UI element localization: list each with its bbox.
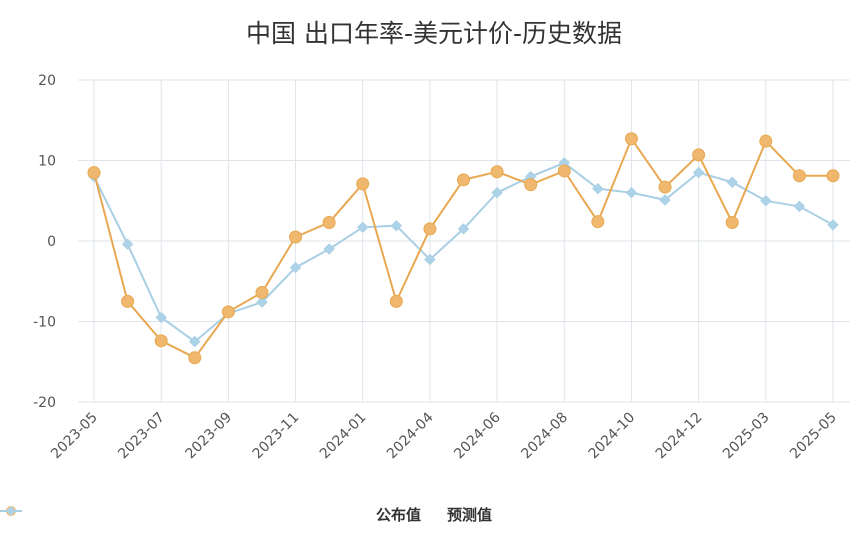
data-point-published[interactable]: 2024-09: 2.4 (591, 215, 605, 229)
data-point-forecast[interactable]: 2025-03: 5 (760, 195, 772, 207)
data-point-published[interactable]: 2025-04: 8.1 (792, 169, 806, 183)
data-point-published[interactable]: 2024-11: 6.7 (658, 180, 672, 194)
x-tick-label: 2024-08 (518, 410, 571, 463)
series-line-published (93, 136, 833, 359)
data-point-published[interactable]: 2023-05: 8.5 (87, 166, 101, 180)
data-point-published[interactable]: 2024-10: 12.7 (624, 132, 638, 146)
data-point-forecast[interactable]: 2023-06: -0.4 (121, 238, 134, 250)
y-tick-label: 20 (38, 73, 56, 89)
legend-label-published: 公布值 (375, 506, 421, 524)
data-point-forecast[interactable]: 2023-10: -7.6 (256, 296, 268, 308)
data-point-published[interactable]: 2023-09: -8.8 (221, 305, 235, 319)
data-point-forecast[interactable]: 2024-03: 1.9 (390, 219, 403, 232)
y-tick-label: -20 (33, 395, 56, 411)
legend-item-published[interactable]: 公布值 (0, 504, 421, 525)
data-point-forecast[interactable]: 2024-12: 8.5 (692, 166, 705, 179)
data-point-published[interactable]: 2024-08: 8.7 (557, 164, 571, 178)
x-tick-label: 2024-04 (384, 409, 437, 462)
legend: 公布值 预测值 (0, 504, 868, 525)
data-point-forecast[interactable]: 2025-04: 4.3 (793, 200, 806, 213)
data-point-forecast[interactable]: 2024-09: 6.5 (592, 182, 604, 195)
data-point-forecast[interactable]: 2024-04: -2.3 (424, 253, 436, 266)
x-tick-label: 2023-05 (48, 410, 101, 463)
series-line-forecast (93, 161, 834, 343)
x-tick-label: 2023-11 (250, 410, 303, 463)
x-tick-label: 2024-10 (586, 410, 639, 463)
data-point-published[interactable]: 2025-05: 8.1 (826, 169, 840, 183)
data-point-forecast[interactable]: 2025-05: 2 (827, 219, 839, 231)
x-tick-label: 2024-12 (653, 410, 706, 463)
y-tick-label: 10 (38, 154, 56, 170)
data-point-forecast[interactable]: 2024-06: 6 (491, 186, 503, 199)
x-tick-label: 2024-06 (451, 409, 504, 462)
data-point-forecast[interactable]: 2024-05: 1.5 (457, 223, 470, 235)
data-point-published[interactable]: 2024-03: -7.5 (389, 294, 403, 308)
x-tick-label: 2024-01 (317, 410, 370, 463)
x-tick-label: 2023-07 (115, 410, 168, 463)
legend-label-forecast: 预测值 (447, 506, 493, 524)
x-tick-label: 2025-03 (720, 410, 773, 463)
data-point-published[interactable]: 2023-07: -12.4 (154, 334, 168, 348)
data-point-published[interactable]: 2024-07: 7 (524, 178, 538, 192)
data-point-forecast[interactable]: 2024-10: 6 (625, 186, 638, 199)
data-point-forecast[interactable]: 2024-11: 5.1 (659, 194, 671, 206)
data-point-forecast[interactable]: 2024-01: 1.7 (357, 221, 369, 234)
data-point-published[interactable]: 2024-05: 7.6 (457, 173, 470, 187)
y-tick-label: -10 (33, 315, 56, 331)
data-point-published[interactable]: 2023-11: 0.5 (289, 230, 303, 244)
data-point-forecast[interactable]: 2023-07: -9.5 (155, 311, 167, 324)
data-point-forecast[interactable]: 2023-08: -12.5 (189, 335, 201, 348)
data-point-forecast[interactable]: 2023-11: -3.3 (289, 261, 302, 274)
data-point-published[interactable]: 2023-06: -7.5 (121, 294, 135, 308)
data-point-published[interactable]: 2023-08: -14.5 (188, 351, 202, 365)
data-point-published[interactable]: 2024-06: 8.6 (490, 165, 504, 179)
legend-item-forecast[interactable]: 预测值 (0, 504, 493, 525)
data-point-published[interactable]: 2025-03: 12.4 (759, 134, 773, 148)
data-point-forecast[interactable]: 2025-01: 7.3 (726, 176, 738, 188)
chart-title: 中国 出口年率-美元计价-历史数据 (246, 19, 622, 48)
x-tick-label: 2025-05 (787, 410, 840, 463)
data-point-published[interactable]: 2023-12: 2.3 (322, 215, 336, 229)
data-point-published[interactable]: 2024-12: 10.7 (692, 148, 706, 162)
data-point-published[interactable]: 2025-01: 2.3 (725, 215, 739, 229)
data-point-published[interactable]: 2024-04: 1.5 (423, 222, 437, 236)
data-point-published[interactable]: 2024-01: 7.1 (356, 177, 370, 191)
data-point-published[interactable]: 2023-10: -6.4 (255, 286, 269, 300)
data-point-forecast[interactable]: 2023-12: -1 (323, 243, 335, 255)
y-tick-label: 0 (47, 234, 56, 250)
x-tick-label: 2023-09 (183, 410, 236, 463)
legend-swatch-forecast-icon (0, 506, 22, 516)
